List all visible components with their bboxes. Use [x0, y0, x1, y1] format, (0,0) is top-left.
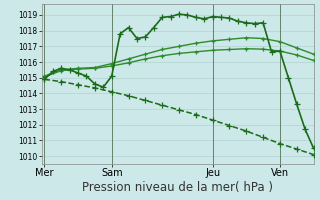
X-axis label: Pression niveau de la mer( hPa ): Pression niveau de la mer( hPa )	[82, 181, 273, 194]
